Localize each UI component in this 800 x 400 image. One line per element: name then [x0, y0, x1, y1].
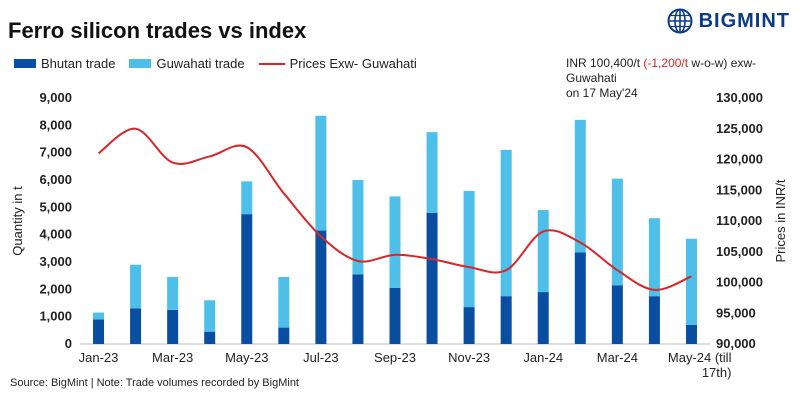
y-tick-label: 4,000: [39, 227, 72, 242]
x-tick-label: Mar-23: [152, 350, 193, 365]
annotation-location: exw-Guwahati: [566, 56, 757, 85]
y-tick-label: 9,000: [39, 90, 72, 105]
y2-tick-label: 110,000: [716, 213, 762, 228]
brand-name: BIGMINT: [698, 9, 790, 32]
bar-guwahati: [500, 149, 512, 297]
bar-guwahati: [93, 312, 105, 320]
x-tick-label: Jul-23: [303, 350, 338, 365]
legend-swatch-price: [258, 62, 285, 65]
x-tick-label: May-24 (till: [668, 350, 732, 365]
legend-label-bhutan: Bhutan trade: [41, 56, 116, 71]
bigmint-globe-icon: [667, 8, 693, 34]
y2-tick-label: 100,000: [716, 275, 763, 290]
y2-tick-label: 130,000: [716, 90, 763, 105]
bar-guwahati: [537, 210, 549, 293]
bar-guwahati: [574, 119, 586, 253]
bar-bhutan: [574, 252, 586, 344]
y2-tick-label: 115,000: [716, 182, 762, 197]
y-tick-label: 3,000: [39, 254, 72, 269]
y2-tick-label: 125,000: [716, 121, 763, 136]
x-tick-label: Mar-24: [597, 350, 638, 365]
y2-tick-label: 105,000: [716, 244, 763, 259]
source-note: Source: BigMint | Note: Trade volumes re…: [10, 377, 299, 389]
y-tick-label: 6,000: [39, 172, 72, 187]
bar-bhutan: [204, 331, 216, 344]
bar-guwahati: [167, 277, 179, 310]
legend-label-price: Prices Exw- Guwahati: [289, 56, 417, 71]
bar-guwahati: [278, 277, 290, 328]
bar-guwahati: [315, 115, 327, 231]
bar-bhutan: [463, 307, 475, 344]
bar-guwahati: [426, 132, 438, 213]
bar-bhutan: [315, 230, 327, 344]
bar-guwahati: [611, 178, 623, 286]
bar-guwahati: [463, 190, 475, 308]
bar-guwahati: [130, 264, 142, 309]
chart-title: Ferro silicon trades vs index: [8, 18, 307, 43]
bar-guwahati: [352, 180, 364, 275]
x-tick-label: Sep-23: [374, 350, 416, 365]
y-axis-title: Quantity in t: [10, 186, 25, 256]
bar-guwahati: [685, 238, 697, 325]
y2-tick-label: 120,000: [716, 152, 763, 167]
bar-bhutan: [648, 296, 660, 344]
y2-axis-title: Prices in INR/t: [773, 179, 788, 262]
y2-tick-label: 95,000: [716, 305, 756, 320]
y-tick-label: 0: [65, 336, 72, 351]
annotation-change-suffix: w-o-w): [688, 56, 728, 70]
legend-item-guwahati: Guwahati trade: [129, 56, 245, 71]
y-tick-label: 2,000: [39, 281, 72, 296]
bar-bhutan: [685, 324, 697, 344]
chart-legend: Bhutan trade Guwahati trade Prices Exw- …: [14, 56, 417, 71]
annotation-change: (-1,200/t: [643, 56, 689, 70]
x-tick-label: May-23: [225, 350, 268, 365]
bar-bhutan: [278, 327, 290, 344]
legend-swatch-guwahati: [129, 59, 152, 68]
annotation-price: INR 100,400/t: [566, 56, 641, 70]
bar-bhutan: [537, 292, 549, 344]
y-tick-label: 8,000: [39, 117, 72, 132]
bar-bhutan: [426, 212, 438, 344]
bar-guwahati: [241, 181, 253, 215]
bar-bhutan: [93, 319, 105, 344]
bar-bhutan: [130, 308, 142, 344]
y-tick-label: 1,000: [39, 309, 72, 324]
legend-item-price: Prices Exw- Guwahati: [258, 56, 417, 71]
bar-guwahati: [648, 218, 660, 297]
x-tick-label: Jan-23: [79, 350, 119, 365]
legend-label-guwahati: Guwahati trade: [156, 56, 245, 71]
bar-bhutan: [389, 287, 401, 344]
y-tick-label: 7,000: [39, 145, 72, 160]
bar-bhutan: [352, 274, 364, 344]
price-line: [97, 127, 692, 291]
y-tick-label: 5,000: [39, 199, 72, 214]
x-tick-label-cont: 17th): [702, 365, 732, 380]
legend-swatch-bhutan: [14, 59, 36, 68]
bar-guwahati: [389, 196, 401, 288]
brand-logo: BIGMINT: [667, 8, 790, 34]
legend-item-bhutan: Bhutan trade: [14, 56, 115, 71]
bar-bhutan: [500, 296, 512, 344]
x-tick-label: Jan-24: [523, 350, 563, 365]
price-annotation: INR 100,400/t (-1,200/t w-o-w) exw-Guwah…: [566, 56, 800, 101]
bar-bhutan: [241, 214, 253, 344]
bar-bhutan: [611, 285, 623, 344]
x-tick-label: Nov-23: [448, 350, 490, 365]
bar-bhutan: [167, 309, 179, 344]
bar-guwahati: [204, 300, 216, 332]
annotation-date: on 17 May'24: [566, 86, 638, 100]
y2-tick-label: 90,000: [716, 336, 756, 351]
